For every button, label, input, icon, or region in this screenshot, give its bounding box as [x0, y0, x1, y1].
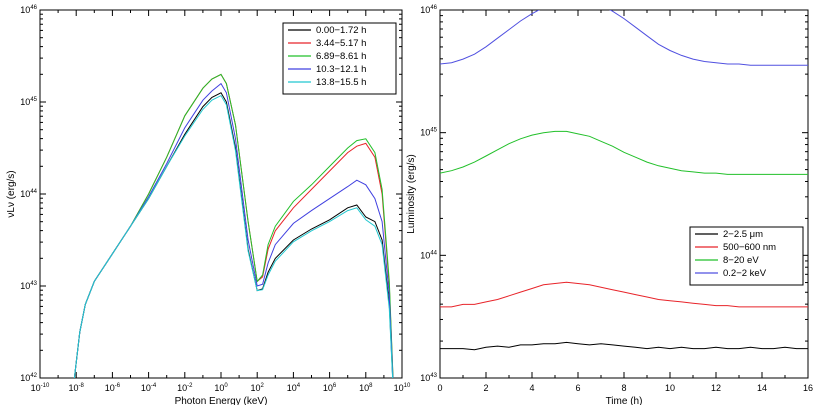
y-tick-label-base: 10 [420, 373, 430, 383]
legend-box [689, 226, 804, 286]
x-tick-label-base: 10 [31, 383, 41, 393]
y-tick-label-base: 10 [20, 281, 30, 291]
x-tick-label: 1010 [394, 383, 411, 393]
series-line-2 [73, 73, 394, 378]
x-tick-label-exponent: 0 [224, 383, 228, 389]
legend: 0.00−1.72 h 3.44−5.17 h 6.89−8.61 h 10.3−12… [282, 22, 397, 95]
legend-label: 3.44−5.17 h [316, 38, 366, 49]
y-tick-label-exponent: 45 [30, 97, 37, 103]
x-tick-label-base: 10 [394, 383, 404, 393]
y-tick-label-base: 10 [20, 189, 30, 199]
x-tick-label-exponent: -10 [41, 383, 50, 389]
x-tick-label-exponent: 10 [404, 383, 411, 389]
x-tick-label-exponent: -8 [79, 383, 85, 389]
y-tick-label-base: 10 [420, 128, 430, 138]
y-tick-label: 1045 [420, 128, 437, 138]
legend-label: 500−600 nm [723, 242, 776, 253]
x-tick-label: 0 [437, 383, 442, 393]
chart-panel-1: 10-10 10-8 10-6 10-4 10-2 100 102 104 106 108 1010… [6, 5, 411, 405]
series-line-4 [440, 10, 808, 66]
x-tick-label: 10-4 [141, 383, 157, 393]
y-tick-label-base: 10 [20, 97, 30, 107]
x-tick-label-base: 10 [251, 383, 261, 393]
y-tick-label-exponent: 46 [30, 5, 37, 11]
series-line-1 [73, 92, 394, 378]
y-tick-label: 1046 [20, 5, 37, 15]
x-tick-label-base: 10 [141, 383, 151, 393]
y-tick-label: 1043 [420, 373, 437, 383]
x-tick-label: 10-6 [105, 383, 121, 393]
x-tick-label: 6 [575, 383, 580, 393]
x-tick-label-exponent: 2 [261, 383, 265, 389]
x-tick-label: 8 [621, 383, 626, 393]
x-tick-label-exponent: 6 [333, 383, 337, 389]
y-tick-label-exponent: 45 [430, 128, 437, 134]
x-tick-label: 104 [287, 383, 301, 393]
x-tick-label-exponent: -2 [187, 383, 193, 389]
x-tick-label: 14 [757, 383, 767, 393]
legend-label: 13.8−15.5 h [316, 77, 366, 88]
x-tick-label: 2 [483, 383, 488, 393]
y-tick-label-exponent: 44 [30, 189, 37, 195]
x-tick-label: 108 [359, 383, 373, 393]
series-line-4 [73, 82, 394, 378]
y-tick-label: 1044 [20, 189, 37, 199]
x-tick-label: 10-2 [177, 383, 193, 393]
series-line-3 [440, 130, 808, 175]
y-tick-label: 1043 [20, 281, 37, 291]
x-tick-label-base: 10 [323, 383, 333, 393]
series-line-1 [440, 341, 808, 351]
y-axis-title: Luminosity (erg/s) [406, 154, 417, 233]
legend-label: 6.89−8.61 h [316, 51, 366, 62]
y-tick-label-exponent: 42 [30, 373, 37, 379]
x-tick-label-base: 10 [105, 383, 115, 393]
y-tick-label-exponent: 44 [430, 250, 437, 256]
y-tick-label-exponent: 46 [430, 5, 437, 11]
x-tick-label-exponent: -6 [115, 383, 121, 389]
x-tick-label: 4 [529, 383, 534, 393]
x-tick-label: 100 [214, 383, 228, 393]
legend-label: 8−20 eV [723, 255, 759, 266]
x-tick-label-base: 10 [287, 383, 297, 393]
y-tick-label-base: 10 [20, 5, 30, 15]
y-tick-label-exponent: 43 [430, 373, 437, 379]
x-tick-label: 10-8 [69, 383, 85, 393]
x-tick-label: 106 [323, 383, 337, 393]
y-tick-label: 1045 [20, 97, 37, 107]
legend-label: 2−2.5 μm [723, 229, 763, 240]
legend-label: 0.00−1.72 h [316, 25, 366, 36]
series-line-3 [73, 73, 394, 378]
y-axis-title: νLν (erg/s) [6, 170, 17, 217]
y-tick-label-base: 10 [420, 250, 430, 260]
x-tick-label: 10 [665, 383, 675, 393]
x-tick-label: 102 [251, 383, 265, 393]
y-tick-label: 1042 [20, 373, 37, 383]
x-tick-label-base: 10 [177, 383, 187, 393]
x-tick-label: 12 [711, 383, 721, 393]
y-tick-label-base: 10 [420, 5, 430, 15]
x-axis-title: Time (h) [606, 396, 643, 405]
series-line-2 [440, 281, 808, 308]
series-lines [440, 10, 808, 351]
x-tick-label: 10-10 [31, 383, 50, 393]
legend-label: 0.2−2 keV [723, 268, 767, 279]
series-lines [73, 73, 394, 378]
x-tick-label: 16 [803, 383, 813, 393]
y-tick-label: 1044 [420, 250, 437, 260]
legend-label: 10.3−12.1 h [316, 64, 366, 75]
x-axis-title: Photon Energy (keV) [175, 396, 268, 405]
x-tick-label-base: 10 [214, 383, 224, 393]
x-tick-label-exponent: 4 [297, 383, 301, 389]
series-line-5 [73, 94, 394, 378]
y-tick-label-base: 10 [20, 373, 30, 383]
y-tick-label-exponent: 43 [30, 281, 37, 287]
x-tick-label-base: 10 [69, 383, 79, 393]
y-tick-label: 1046 [420, 5, 437, 15]
x-tick-label-exponent: -4 [151, 383, 157, 389]
x-tick-label-exponent: 8 [369, 383, 373, 389]
legend: 2−2.5 μm 500−600 nm 8−20 eV 0.2−2 keV [689, 226, 804, 286]
x-tick-label-base: 10 [359, 383, 369, 393]
